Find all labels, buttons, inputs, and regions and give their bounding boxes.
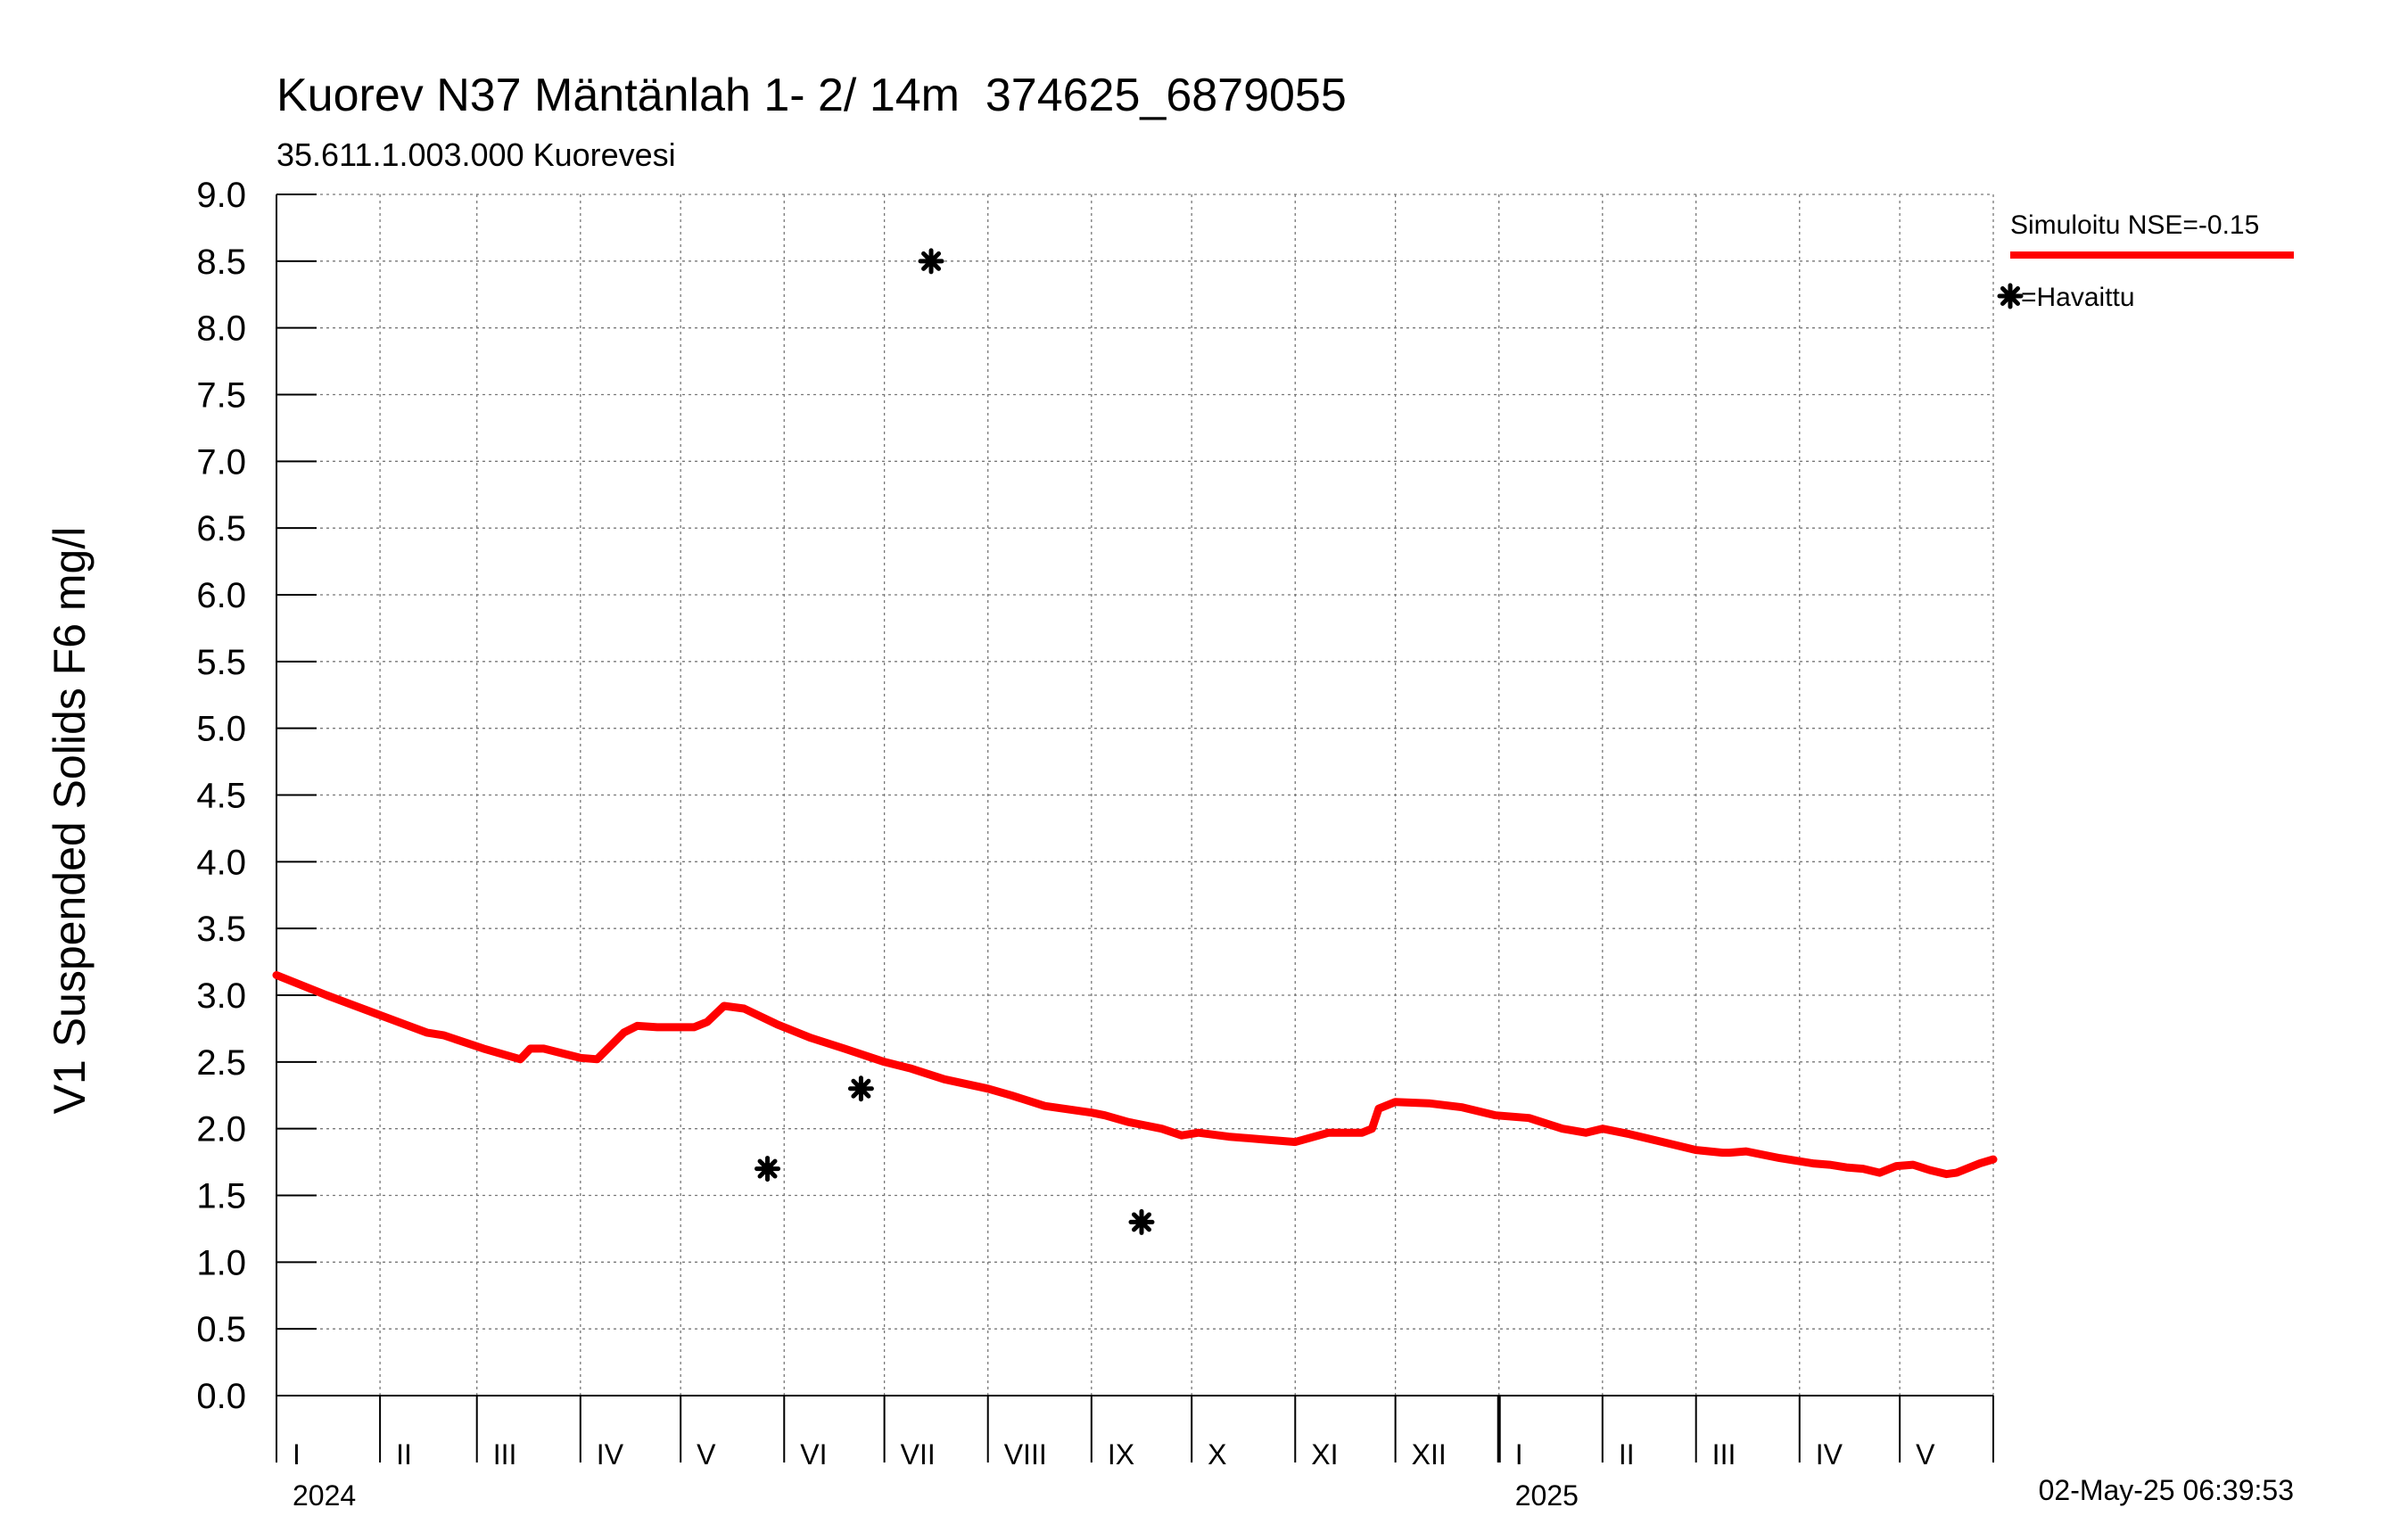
observed-point — [918, 248, 944, 275]
month-tick-label: IX — [1108, 1438, 1134, 1471]
month-tick-label: III — [493, 1438, 517, 1471]
year-labels: 2024 2025 — [293, 1479, 1579, 1512]
grid-layer — [276, 194, 1994, 1397]
month-tick-label: II — [1619, 1438, 1635, 1471]
y-tick-label: 3.5 — [196, 910, 246, 949]
chart-subtitle: 35.611.1.003.000 Kuorevesi — [276, 136, 676, 173]
month-tick-label: II — [396, 1438, 412, 1471]
month-tick-label: I — [293, 1438, 301, 1471]
month-tick-label: VII — [901, 1438, 936, 1471]
y-tick-label: 3.0 — [196, 976, 246, 1016]
legend-observed-marker — [1997, 283, 2024, 309]
y-tick-label: 9.0 — [196, 176, 246, 215]
legend-observed-label: =Havaittu — [2021, 283, 2135, 312]
month-tick-label: IV — [1816, 1438, 1843, 1471]
month-tick-label: VI — [800, 1438, 827, 1471]
month-tick-label: IV — [597, 1438, 624, 1471]
month-tick-label: XII — [1412, 1438, 1447, 1471]
simulated-series-line — [272, 971, 1998, 1179]
y-tick-label: 7.5 — [196, 376, 246, 416]
legend: Simuloitu NSE=-0.15 =Havaittu — [1997, 210, 2294, 312]
series-layer — [272, 248, 1998, 1235]
month-tick-label: V — [697, 1438, 716, 1471]
y-tick-label: 5.5 — [196, 643, 246, 682]
y-tick-label: 7.0 — [196, 442, 246, 482]
observed-point — [1128, 1208, 1155, 1235]
timestamp: 02-May-25 06:39:53 — [2039, 1474, 2294, 1506]
y-tick-label: 1.5 — [196, 1177, 246, 1216]
month-tick-label: I — [1515, 1438, 1523, 1471]
y-axis-label: V1 Suspended Solids F6 mg/l — [45, 527, 95, 1115]
y-tick-label: 0.0 — [196, 1377, 246, 1416]
month-tick-labels: I II III IV V VI VII VIII IX X XI XII I II III IV V — [293, 1438, 1935, 1471]
y-tick-labels: 0.0 0.5 1.0 1.5 2.0 2.5 3.0 3.5 4.0 4.5 5.0 5.5 6.0 6… — [196, 176, 246, 1416]
plot-frame — [276, 194, 1994, 1462]
year-label: 2024 — [293, 1479, 356, 1512]
y-tick-label: 5.0 — [196, 710, 246, 749]
y-tick-label: 8.0 — [196, 309, 246, 349]
legend-simulated-label: Simuloitu NSE=-0.15 — [2010, 210, 2259, 240]
chart-title: Kuorev N37 Mäntänlah 1- 2/ 14m 374625_68… — [276, 70, 1347, 121]
month-tick-label: III — [1712, 1438, 1736, 1471]
y-tick-label: 2.5 — [196, 1043, 246, 1083]
y-tick-label: 6.5 — [196, 509, 246, 548]
year-label: 2025 — [1515, 1479, 1579, 1512]
month-tick-label: XI — [1311, 1438, 1338, 1471]
month-tick-label: VIII — [1004, 1438, 1047, 1471]
y-tick-label: 4.5 — [196, 777, 246, 816]
y-tick-label: 4.0 — [196, 843, 246, 882]
y-tick-label: 1.0 — [196, 1243, 246, 1282]
month-tick-label: X — [1208, 1438, 1226, 1471]
y-tick-label: 6.0 — [196, 576, 246, 615]
observed-point — [847, 1075, 874, 1102]
y-tick-label: 0.5 — [196, 1310, 246, 1349]
observed-point — [755, 1156, 781, 1182]
month-tick-label: V — [1916, 1438, 1935, 1471]
y-tick-label: 2.0 — [196, 1110, 246, 1149]
y-tick-label: 8.5 — [196, 243, 246, 282]
legend-asterisk-icon — [1997, 283, 2024, 309]
